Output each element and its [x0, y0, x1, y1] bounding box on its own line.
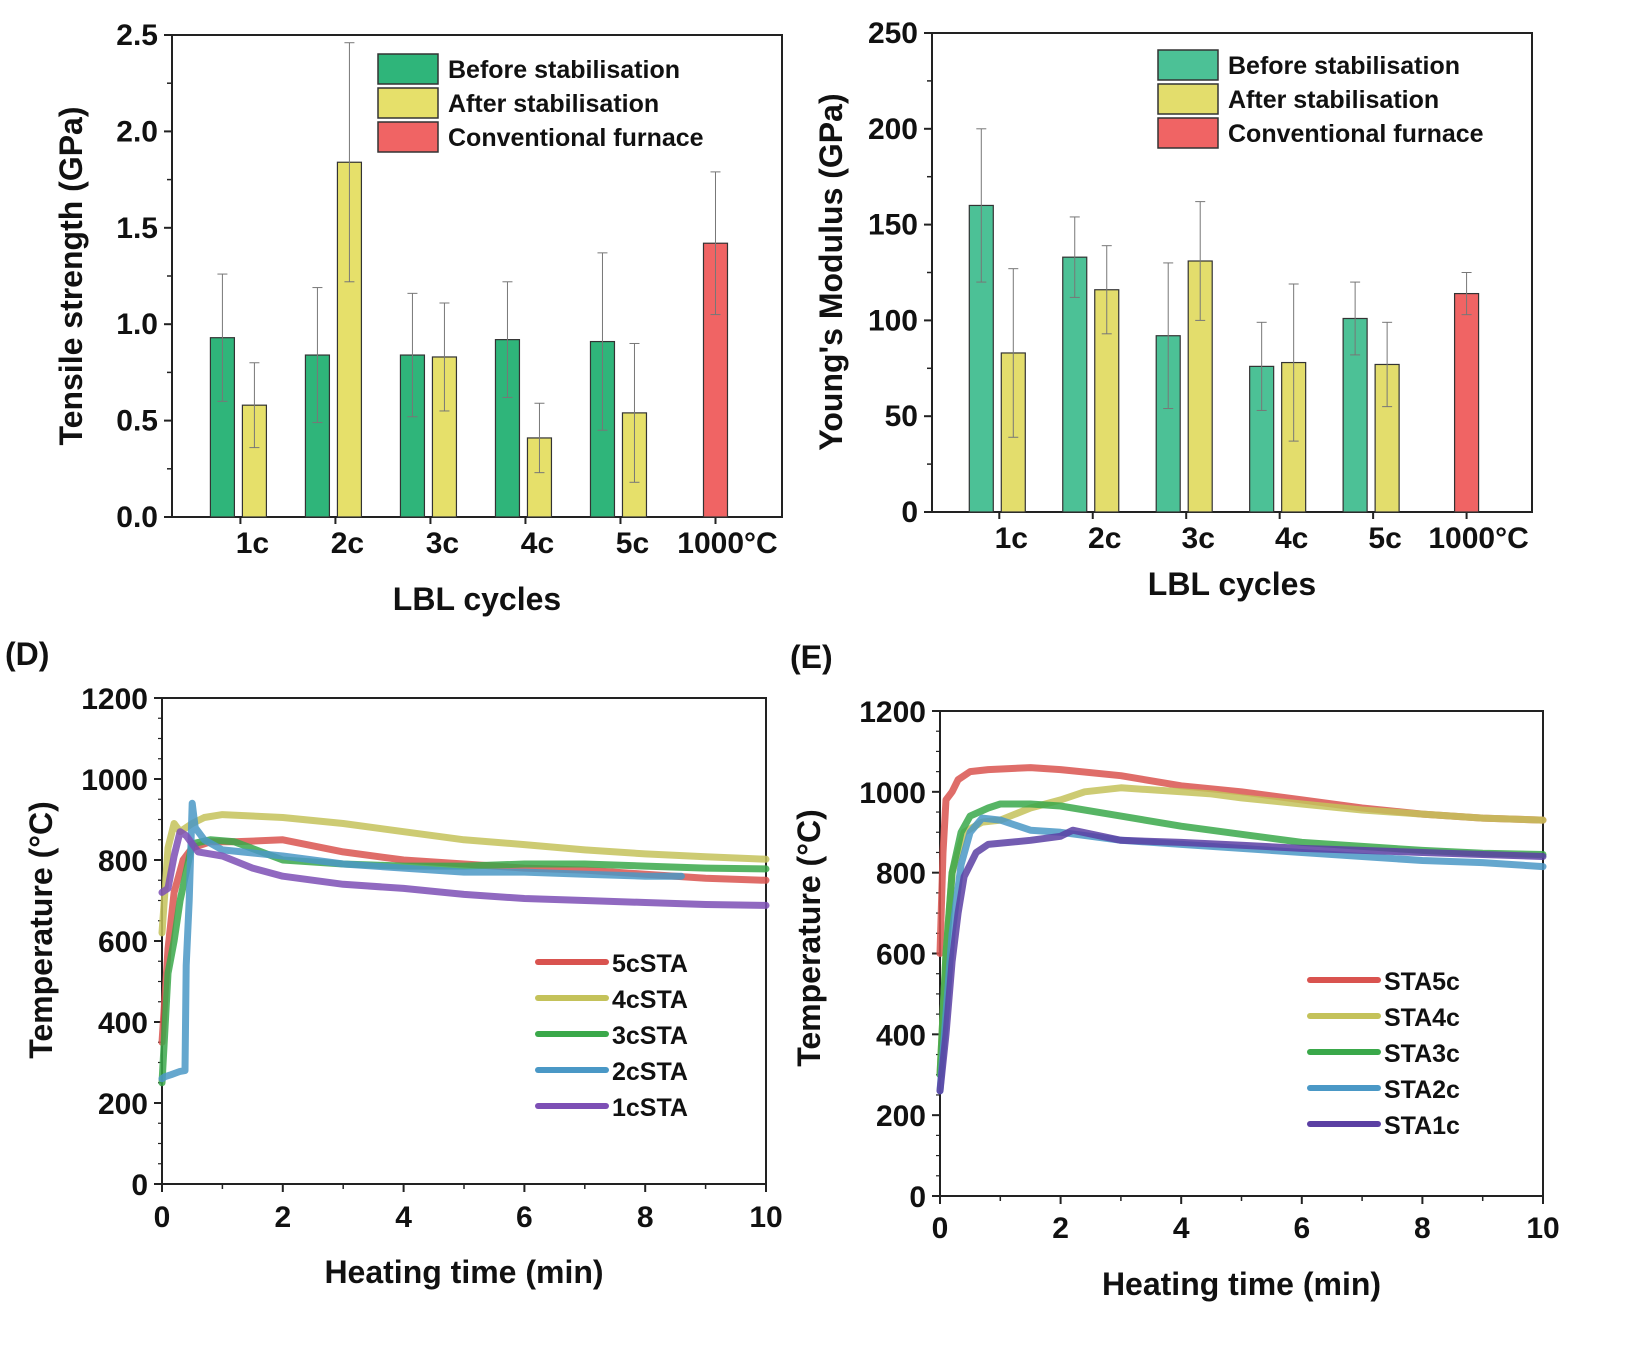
- x-tick-label: 1c: [995, 522, 1028, 555]
- x-axis-title: Heating time (min): [324, 1254, 603, 1290]
- y-tick-label: 0: [909, 1181, 926, 1214]
- y-tick-label: 1200: [81, 683, 148, 716]
- y-tick-label: 200: [868, 113, 918, 146]
- y-axis-title: Temperature (°C): [791, 809, 827, 1067]
- y-tick-label: 400: [98, 1007, 148, 1040]
- legend-label: Conventional furnace: [1228, 120, 1484, 148]
- y-tick-label: 400: [876, 1019, 926, 1052]
- x-tick-label: 10: [749, 1201, 782, 1234]
- legend-label: STA2c: [1384, 1076, 1460, 1104]
- y-tick-label: 0: [131, 1169, 148, 1202]
- y-tick-label: 600: [98, 926, 148, 959]
- x-tick-label: 3c: [1182, 522, 1215, 555]
- x-tick-label: 6: [1293, 1212, 1310, 1245]
- legend-label: 3cSTA: [612, 1022, 688, 1050]
- x-tick-label: 2: [1052, 1212, 1069, 1245]
- legend-label: After stabilisation: [1228, 86, 1439, 114]
- y-axis-title: Temperature (°C): [23, 801, 59, 1059]
- x-tick-label: 1000°C: [1428, 522, 1528, 555]
- y-tick-label: 0.0: [116, 501, 158, 534]
- y-tick-label: 1000: [81, 764, 148, 797]
- y-tick-label: 150: [868, 209, 918, 242]
- y-tick-label: 800: [876, 858, 926, 891]
- x-tick-label: 8: [1414, 1212, 1431, 1245]
- legend-label: STA4c: [1384, 1004, 1460, 1032]
- x-tick-label: 2: [274, 1201, 291, 1234]
- legend-swatch: [377, 87, 439, 119]
- bar: [399, 354, 426, 518]
- y-tick-label: 50: [885, 400, 918, 433]
- panel-1: 0 50 100 150 200 250 1c 2c 3c 4c 5c 1000°C Before st…: [813, 17, 1533, 602]
- legend-label: STA5c: [1384, 968, 1460, 996]
- legend-swatch: [377, 121, 439, 153]
- panel-3: (E) 0 200 400 600 800 1000 1200 0 2 4 6 8 10 STA5c STA4…: [790, 639, 1560, 1302]
- legend-label: After stabilisation: [448, 90, 659, 118]
- y-tick-label: 1.0: [116, 308, 158, 341]
- y-tick-label: 0.5: [116, 405, 158, 438]
- x-tick-label: 4: [1173, 1212, 1190, 1245]
- x-tick-label: 5c: [1368, 522, 1401, 555]
- legend-label: Before stabilisation: [448, 56, 680, 84]
- panel-label: (E): [790, 639, 833, 675]
- x-axis-title: LBL cycles: [393, 581, 561, 617]
- y-tick-label: 2.5: [116, 19, 158, 52]
- x-tick-label: 5c: [616, 527, 649, 560]
- x-tick-label: 2c: [331, 527, 364, 560]
- legend-label: Conventional furnace: [448, 124, 704, 152]
- bar: [494, 339, 521, 518]
- y-tick-label: 1.5: [116, 212, 158, 245]
- x-tick-label: 4c: [521, 527, 554, 560]
- series-line: [158, 828, 770, 909]
- y-tick-label: 2.0: [116, 115, 158, 148]
- legend-label: Before stabilisation: [1228, 52, 1460, 80]
- legend-swatch: [377, 53, 439, 85]
- x-tick-label: 0: [932, 1212, 949, 1245]
- y-tick-label: 1000: [859, 777, 926, 810]
- x-tick-label: 1000°C: [677, 527, 777, 560]
- y-axis-title: Young's Modulus (GPa): [813, 93, 849, 450]
- y-tick-label: 800: [98, 845, 148, 878]
- panel-2: (D) 0 200 400 600 800 1000 1200 0 2 4 6 8 10 5cSTA 4cST…: [5, 636, 783, 1290]
- x-axis-title: LBL cycles: [1148, 566, 1316, 602]
- x-tick-label: 4c: [1275, 522, 1308, 555]
- x-tick-label: 3c: [426, 527, 459, 560]
- bar: [1062, 256, 1088, 513]
- y-tick-label: 600: [876, 939, 926, 972]
- legend-label: 5cSTA: [612, 950, 688, 978]
- x-tick-label: 2c: [1088, 522, 1121, 555]
- y-tick-label: 200: [98, 1088, 148, 1121]
- series-line: [936, 814, 1547, 1095]
- y-axis-title: Tensile strength (GPa): [53, 106, 89, 445]
- series-line: [936, 826, 1547, 1095]
- y-tick-label: 200: [876, 1100, 926, 1133]
- legend-label: 4cSTA: [612, 986, 688, 1014]
- x-tick-label: 6: [516, 1201, 533, 1234]
- x-axis-title: Heating time (min): [1102, 1266, 1381, 1302]
- legend-label: 1cSTA: [612, 1094, 688, 1122]
- legend-swatch: [1157, 49, 1219, 81]
- x-tick-label: 8: [637, 1201, 654, 1234]
- series-line: [158, 811, 770, 937]
- y-tick-label: 250: [868, 17, 918, 50]
- bar: [1453, 292, 1480, 513]
- legend-label: STA1c: [1384, 1112, 1460, 1140]
- x-tick-label: 0: [154, 1201, 171, 1234]
- x-tick-label: 10: [1526, 1212, 1559, 1245]
- y-tick-label: 1200: [859, 696, 926, 729]
- y-tick-label: 0: [901, 496, 918, 529]
- panel-label: (D): [5, 636, 49, 672]
- legend-label: STA3c: [1384, 1040, 1460, 1068]
- legend-swatch: [1157, 83, 1219, 115]
- x-tick-label: 4: [395, 1201, 412, 1234]
- y-tick-label: 100: [868, 304, 918, 337]
- legend-label: 2cSTA: [612, 1058, 688, 1086]
- x-tick-label: 1c: [236, 527, 269, 560]
- legend-swatch: [1157, 117, 1219, 149]
- panel-0: 0.0 0.5 1.0 1.5 2.0 2.5 1c 2c 3c 4c 5c 1000°C Before…: [53, 19, 783, 617]
- series-line: [158, 799, 685, 1083]
